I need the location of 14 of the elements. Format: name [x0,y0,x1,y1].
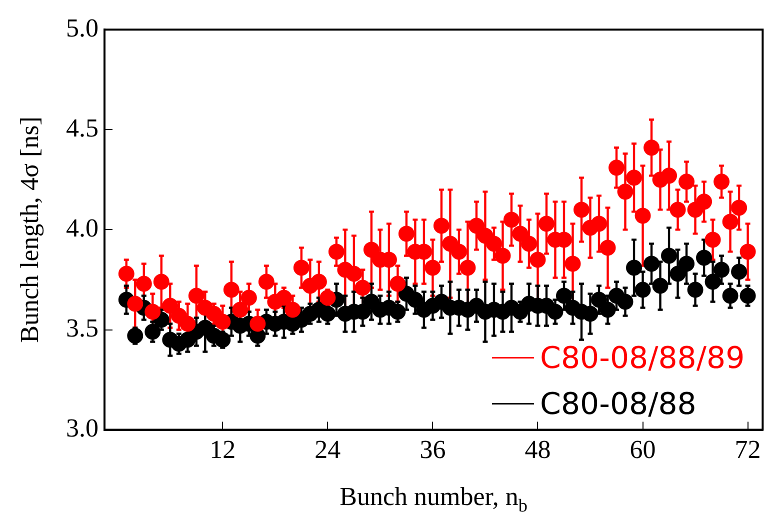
x-tick-label: 60 [630,435,656,464]
y-tick-label: 5.0 [66,13,98,42]
x-tick-label: 36 [420,435,446,464]
legend-label: C80-08/88/89 [540,340,745,376]
x-tick-label: 24 [314,435,341,464]
x-tick-label: 12 [210,435,236,464]
y-tick-label: 3.5 [66,314,98,343]
y-tick-label: 4.0 [66,214,98,243]
x-tick-label: 48 [524,435,551,464]
x-tick-label: 72 [734,435,761,464]
y-tick-label: 4.5 [66,113,98,142]
y-tick-label: 3.0 [66,414,98,443]
y-axis-title: Bunch length, 4σ [ns] [15,116,44,343]
legend-label: C80-08/88 [540,386,696,422]
